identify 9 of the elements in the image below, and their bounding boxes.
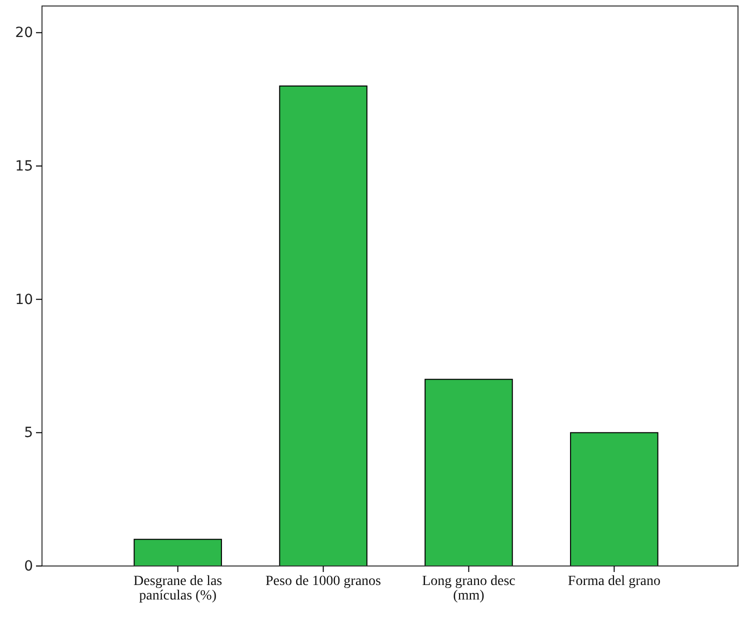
x-tick-label: Peso de 1000 granos — [266, 574, 382, 589]
y-tick-label: 0 — [24, 558, 33, 574]
x-tick-label: Forma del grano — [568, 574, 660, 589]
x-tick-label: Desgrane de las panículas (%) — [134, 574, 222, 604]
y-tick-label: 15 — [15, 158, 33, 174]
y-tick-label: 10 — [15, 292, 33, 308]
y-tick-label: 5 — [24, 425, 33, 442]
x-tick-label: Long grano desc (mm) — [422, 574, 516, 604]
y-tick-label: 20 — [15, 25, 33, 42]
